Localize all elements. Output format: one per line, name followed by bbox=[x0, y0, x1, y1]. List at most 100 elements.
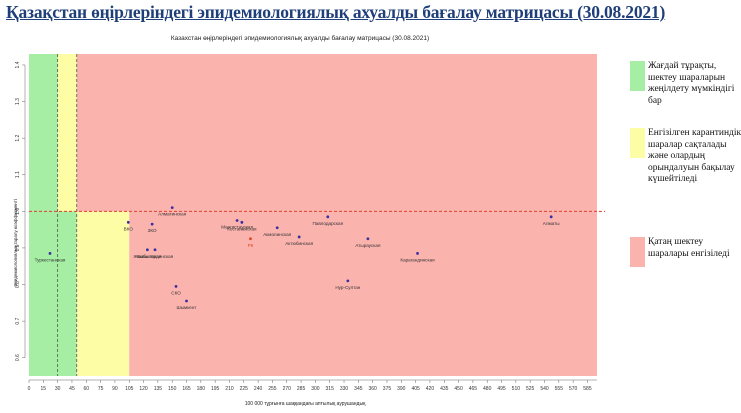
point-ско bbox=[174, 284, 178, 288]
point-павлодарская bbox=[326, 215, 330, 219]
point-алматы bbox=[549, 215, 553, 219]
x-tick-label: 405 bbox=[411, 386, 420, 392]
point-жамбылская bbox=[145, 248, 149, 252]
legend-text-maintain: Енгізілген карантиндік шаралар сақталады… bbox=[648, 128, 741, 184]
x-axis: 0 15 30 45 60 75 90 105 120 135 150 165 180 195 210 225… bbox=[28, 379, 597, 392]
y-axis-label: Эпидемиологиялық таралу коэффициенті bbox=[13, 199, 18, 287]
x-tick-label: 150 bbox=[168, 386, 177, 392]
legend-text-stable: Жағдай тұрақты, шектеу шараларын жеңілде… bbox=[648, 61, 735, 106]
point-кызылординская bbox=[153, 248, 157, 252]
x-tick-label: 270 bbox=[283, 386, 292, 392]
x-tick-label: 510 bbox=[512, 386, 521, 392]
point-label-костанайская: Костанайская bbox=[227, 225, 257, 231]
y-tick-label: 1.2 bbox=[15, 134, 21, 141]
x-tick-label: 390 bbox=[397, 386, 406, 392]
x-tick-label: 165 bbox=[182, 386, 191, 392]
reference-lines-layer bbox=[29, 54, 605, 376]
x-tick-label: 240 bbox=[254, 386, 263, 392]
point-вко bbox=[126, 220, 130, 224]
x-tick-label: 45 bbox=[69, 386, 75, 392]
point-рк bbox=[249, 237, 252, 241]
legend-swatch-yellow bbox=[630, 128, 645, 158]
point-label-мангистауская: Мангистауская bbox=[221, 224, 253, 229]
point-label-зко: ЗКО bbox=[148, 228, 157, 233]
points-layer: Туркестанская ВКО ЗКО Алматинская Жамбылская… bbox=[35, 206, 560, 310]
x-tick-label: 60 bbox=[83, 386, 89, 392]
point-зко bbox=[150, 222, 154, 226]
x-tick-label: 120 bbox=[139, 386, 148, 392]
x-tick-label: 555 bbox=[555, 386, 564, 392]
point-label-атырауская: Атырауская bbox=[355, 243, 381, 248]
legend-text-strict: Қатаң шектеу шаралары енгізіледі bbox=[648, 237, 730, 259]
y-axis: 0.6 0.7 0.8 0.9 1.0 1.1 1.2 1.3 1.4 bbox=[15, 61, 26, 361]
x-tick-label: 480 bbox=[483, 386, 492, 392]
chart-title: Казахстан өңірлеріндегі эпидемиологиялық… bbox=[171, 34, 429, 42]
point-label-алматинская: Алматинская bbox=[158, 212, 187, 217]
point-label-туркестанская: Туркестанская bbox=[35, 257, 66, 262]
point-актюбинская bbox=[297, 235, 301, 239]
y-tick-label: 0.6 bbox=[15, 354, 21, 361]
zone-3 bbox=[76, 54, 598, 212]
epidemic-matrix-chart: Казахстан өңірлеріндегі эпидемиологиялық… bbox=[13, 34, 605, 407]
point-туркестанская bbox=[48, 252, 52, 255]
x-tick-label: 135 bbox=[154, 386, 163, 392]
point-label-актюбинская: Актюбинская bbox=[285, 241, 313, 246]
point-мангистауская bbox=[235, 219, 239, 222]
point-label-нур-султан: Нур-Султан bbox=[335, 285, 360, 290]
x-tick-label: 30 bbox=[55, 386, 61, 392]
x-tick-label: 210 bbox=[225, 386, 234, 392]
point-label-алматы: Алматы bbox=[543, 221, 560, 226]
point-label-жамбылская: Жамбылская bbox=[133, 254, 162, 259]
x-tick-label: 90 bbox=[112, 386, 118, 392]
zone-2 bbox=[76, 211, 130, 376]
x-tick-label: 360 bbox=[368, 386, 377, 392]
x-tick-label: 255 bbox=[268, 386, 277, 392]
x-tick-label: 465 bbox=[469, 386, 478, 392]
slide-title: Қазақстан өңірлеріндегі эпидемиологиялық… bbox=[6, 2, 666, 22]
x-tick-label: 450 bbox=[454, 386, 463, 392]
point-алматинская bbox=[170, 206, 174, 210]
x-tick-label: 435 bbox=[440, 386, 449, 392]
point-label-ско: СКО bbox=[171, 290, 181, 295]
x-tick-label: 540 bbox=[540, 386, 549, 392]
point-label-шымкент: Шымкент bbox=[177, 305, 198, 310]
x-tick-label: 300 bbox=[311, 386, 320, 392]
x-tick-label: 570 bbox=[569, 386, 578, 392]
x-tick-label: 285 bbox=[297, 386, 306, 392]
y-tick-label: 0.7 bbox=[15, 317, 21, 324]
y-tick-label: 1.0 bbox=[15, 208, 21, 215]
zone-1 bbox=[57, 54, 77, 212]
x-tick-label: 420 bbox=[426, 386, 435, 392]
x-tick-label: 0 bbox=[28, 386, 31, 392]
point-нур-султан bbox=[346, 279, 350, 283]
zone-4 bbox=[129, 211, 597, 376]
x-tick-label: 180 bbox=[197, 386, 206, 392]
y-tick-label: 1.1 bbox=[15, 171, 21, 178]
y-tick-label: 0.9 bbox=[15, 244, 21, 251]
x-tick-label: 495 bbox=[497, 386, 506, 392]
point-label-акмолинская: Акмолинская bbox=[263, 232, 291, 237]
point-шымкент bbox=[185, 299, 188, 303]
x-tick-label: 105 bbox=[125, 386, 134, 392]
x-axis-label: 100 000 тұрғынға шаққандағы аптылық ауру… bbox=[245, 401, 366, 407]
zones-layer bbox=[29, 54, 598, 376]
point-костанайская bbox=[240, 220, 244, 224]
x-tick-label: 330 bbox=[340, 386, 349, 392]
y-tick-label: 0.8 bbox=[15, 281, 21, 288]
point-атырауская bbox=[366, 237, 370, 241]
point-label-карагандинская: Карагандинская bbox=[400, 257, 435, 262]
y-tick-label: 1.3 bbox=[15, 98, 21, 105]
point-label-вко: ВКО bbox=[124, 226, 134, 231]
legend-swatch-green bbox=[630, 61, 645, 91]
x-tick-label: 15 bbox=[41, 386, 47, 392]
point-label-павлодарская: Павлодарская bbox=[312, 221, 343, 226]
y-tick-label: 1.4 bbox=[15, 61, 21, 68]
point-акмолинская bbox=[275, 226, 279, 230]
point-карагандинская bbox=[416, 252, 419, 255]
x-tick-label: 225 bbox=[240, 386, 249, 392]
x-tick-label: 195 bbox=[211, 386, 220, 392]
x-tick-label: 585 bbox=[583, 386, 592, 392]
x-tick-label: 525 bbox=[526, 386, 535, 392]
point-label-рк: РК bbox=[248, 243, 254, 248]
x-tick-label: 345 bbox=[354, 386, 363, 392]
